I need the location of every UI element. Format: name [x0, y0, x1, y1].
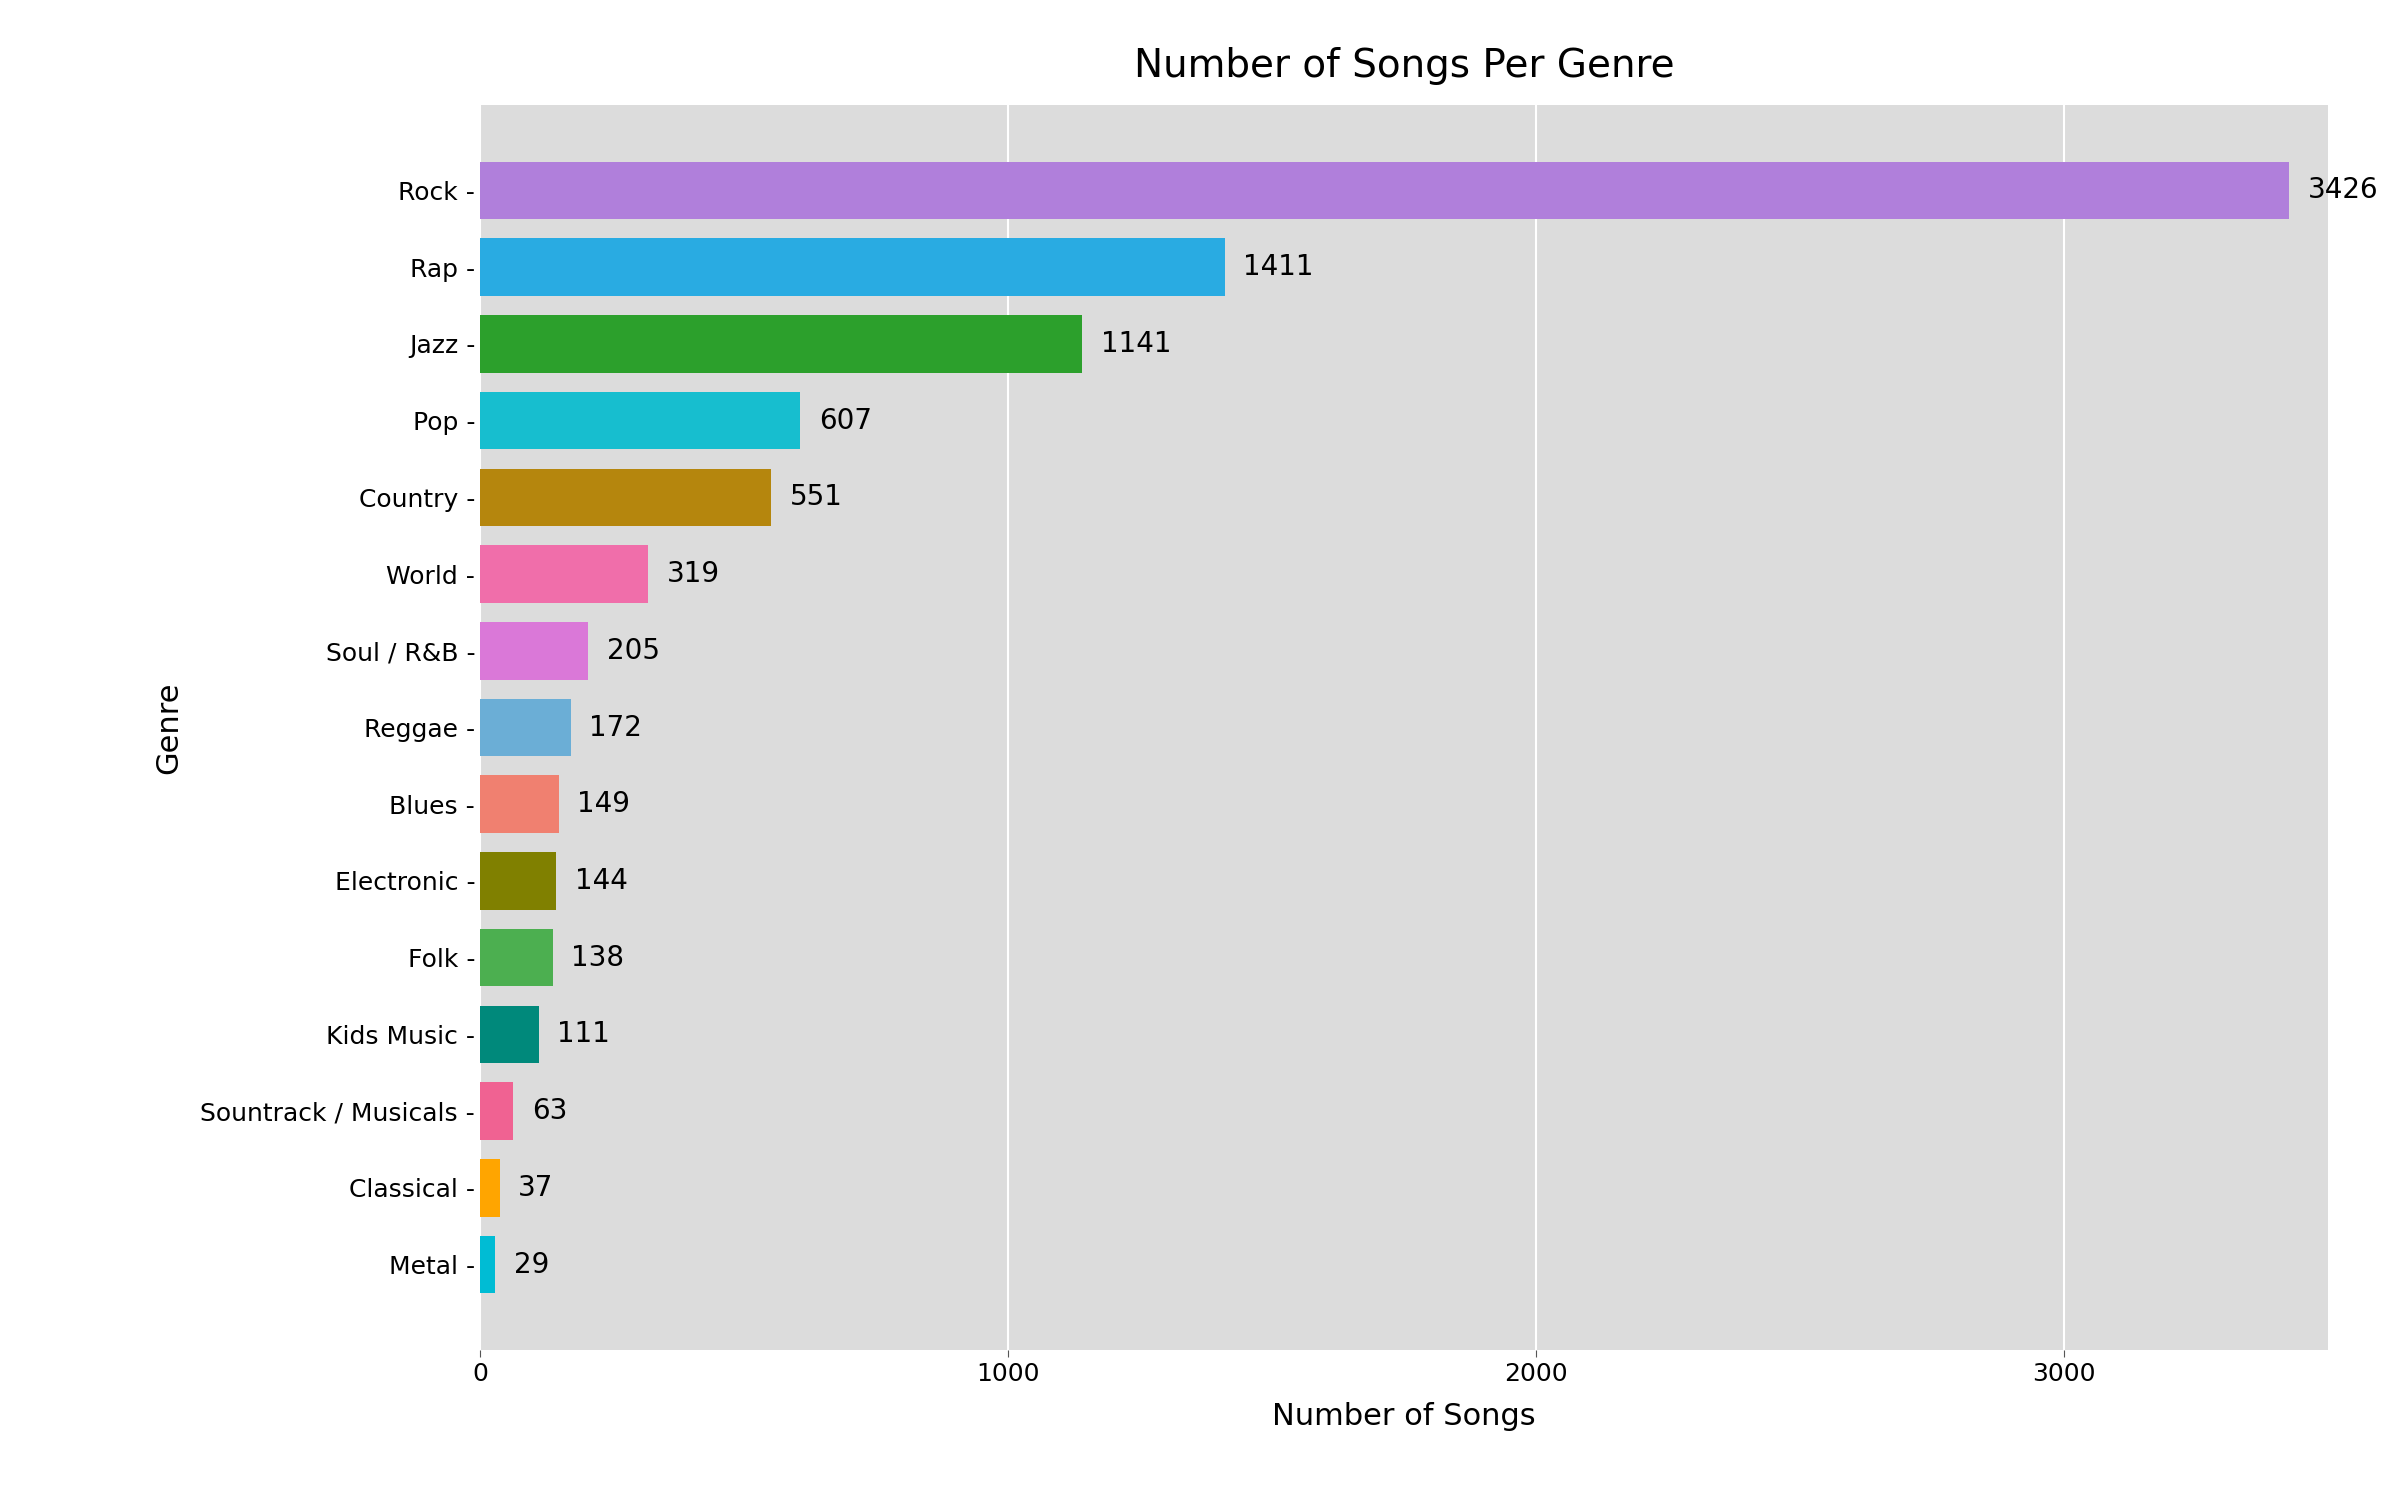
Bar [480, 546, 648, 603]
Bar [480, 1005, 538, 1064]
Bar [480, 699, 571, 756]
Text: 172: 172 [590, 714, 643, 741]
Bar [480, 1236, 494, 1293]
Bar [480, 238, 1224, 296]
Bar [480, 162, 2290, 219]
Text: 29: 29 [514, 1251, 550, 1278]
Text: 138: 138 [571, 944, 624, 972]
X-axis label: Number of Songs: Number of Songs [1272, 1402, 1536, 1431]
Text: 205: 205 [607, 638, 660, 664]
Bar [480, 1160, 499, 1216]
Text: 144: 144 [574, 867, 626, 895]
Text: 149: 149 [576, 790, 631, 818]
Text: 63: 63 [533, 1096, 566, 1125]
Text: 3426: 3426 [2306, 177, 2378, 204]
Y-axis label: Genre: Genre [154, 681, 185, 774]
Bar [480, 315, 1082, 372]
Text: 1411: 1411 [1243, 254, 1313, 280]
Bar [480, 928, 552, 987]
Bar [480, 392, 802, 450]
Title: Number of Songs Per Genre: Number of Songs Per Genre [1133, 46, 1675, 86]
Text: 1141: 1141 [1102, 330, 1171, 358]
Bar [480, 852, 557, 909]
Text: 37: 37 [518, 1174, 554, 1202]
Bar [480, 622, 588, 680]
Text: 319: 319 [667, 560, 720, 588]
Text: 551: 551 [790, 483, 842, 512]
Text: 607: 607 [818, 406, 871, 435]
Bar [480, 776, 559, 832]
Bar [480, 1083, 514, 1140]
Text: 111: 111 [557, 1020, 610, 1048]
Bar [480, 468, 770, 526]
